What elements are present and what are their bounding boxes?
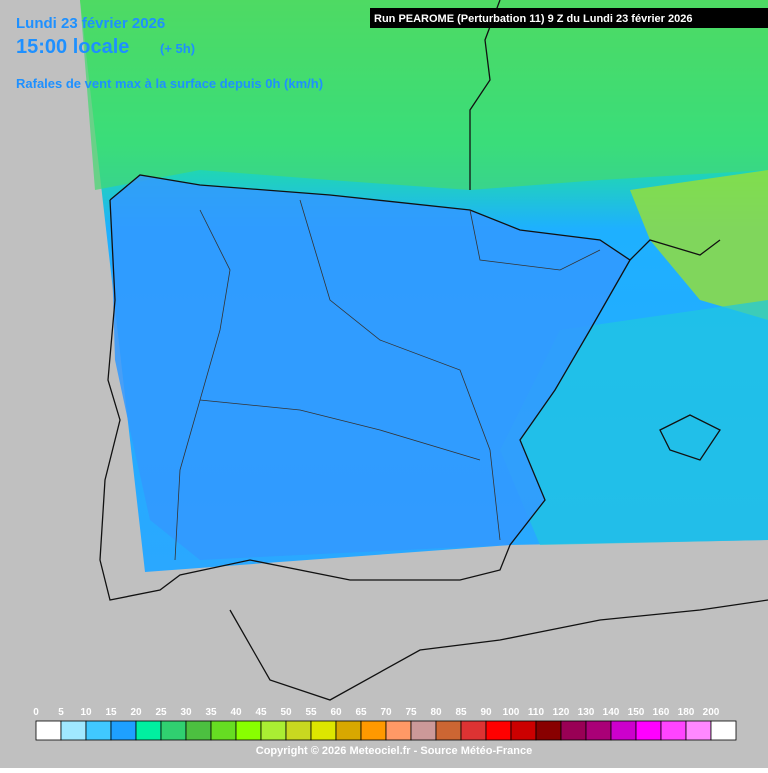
legend-label: 85 xyxy=(455,707,467,718)
legend-swatch xyxy=(660,720,687,741)
legend-swatch xyxy=(710,720,737,741)
date: Lundi 23 février 2026 xyxy=(16,15,165,32)
legend-swatch xyxy=(485,720,512,741)
borders xyxy=(174,199,601,561)
legend-label: 30 xyxy=(180,707,192,718)
legend-swatch xyxy=(410,720,437,741)
legend-swatch xyxy=(310,720,337,741)
legend-label: 130 xyxy=(578,707,595,718)
legend-label: 50 xyxy=(280,707,292,718)
legend-swatch xyxy=(135,720,162,741)
legend-swatch xyxy=(510,720,537,741)
offset: (+ 5h) xyxy=(160,41,195,56)
legend-label: 150 xyxy=(628,707,645,718)
legend-swatch xyxy=(160,720,187,741)
legend-label: 20 xyxy=(130,707,142,718)
legend-label: 180 xyxy=(678,707,695,718)
coastline xyxy=(99,199,631,601)
legend: 0 5 10 15 20 25 30 35 40 45 50 55 60 65 70 75 80 85 90 100 1… xyxy=(33,707,737,741)
legend-label: 200 xyxy=(703,707,720,718)
legend-label: 140 xyxy=(603,707,620,718)
coastline xyxy=(109,174,721,261)
legend-label: 110 xyxy=(528,707,545,718)
legend-label: 90 xyxy=(480,707,492,718)
legend-swatch xyxy=(185,720,212,741)
time: 15:00 locale xyxy=(16,36,129,58)
legend-swatch xyxy=(235,720,262,741)
legend-swatch xyxy=(335,720,362,741)
legend-swatch xyxy=(560,720,587,741)
legend-label: 15 xyxy=(105,707,117,718)
mallorca xyxy=(659,414,721,461)
copyright: Copyright © 2026 Meteociel.fr - Source M… xyxy=(256,745,532,757)
legend-label: 25 xyxy=(155,707,167,718)
legend-label: 80 xyxy=(430,707,442,718)
legend-label: 55 xyxy=(305,707,317,718)
legend-swatch xyxy=(460,720,487,741)
legend-label: 100 xyxy=(503,707,520,718)
legend-swatch xyxy=(210,720,237,741)
legend-swatch xyxy=(685,720,712,741)
legend-swatch xyxy=(635,720,662,741)
legend-swatch xyxy=(285,720,312,741)
legend-swatch xyxy=(610,720,637,741)
legend-swatch xyxy=(535,720,562,741)
legend-swatch xyxy=(60,720,87,741)
legend-swatch xyxy=(85,720,112,741)
legend-label: 0 xyxy=(33,707,39,718)
run-text: Run PEAROME (Perturbation 11) 9 Z du Lun… xyxy=(374,13,692,25)
legend-swatch xyxy=(585,720,612,741)
iberia xyxy=(110,175,630,560)
legend-label: 65 xyxy=(355,707,367,718)
legend-label: 160 xyxy=(653,707,670,718)
legend-swatch xyxy=(360,720,387,741)
legend-swatch xyxy=(385,720,412,741)
legend-swatch xyxy=(260,720,287,741)
legend-label: 75 xyxy=(405,707,417,718)
run-banner xyxy=(370,8,768,28)
bay-of-biscay xyxy=(80,0,768,190)
subtitle: Rafales de vent max à la surface depuis … xyxy=(16,76,323,91)
legend-label: 10 xyxy=(80,707,92,718)
legend-label: 120 xyxy=(553,707,570,718)
legend-label: 35 xyxy=(205,707,217,718)
coastline xyxy=(229,599,768,701)
legend-label: 5 xyxy=(58,707,64,718)
legend-swatch xyxy=(35,720,62,741)
legend-swatch xyxy=(110,720,137,741)
legend-label: 45 xyxy=(255,707,267,718)
legend-label: 60 xyxy=(330,707,342,718)
legend-label: 40 xyxy=(230,707,242,718)
legend-label: 70 xyxy=(380,707,392,718)
legend-swatch xyxy=(435,720,462,741)
alps-region xyxy=(630,170,768,320)
